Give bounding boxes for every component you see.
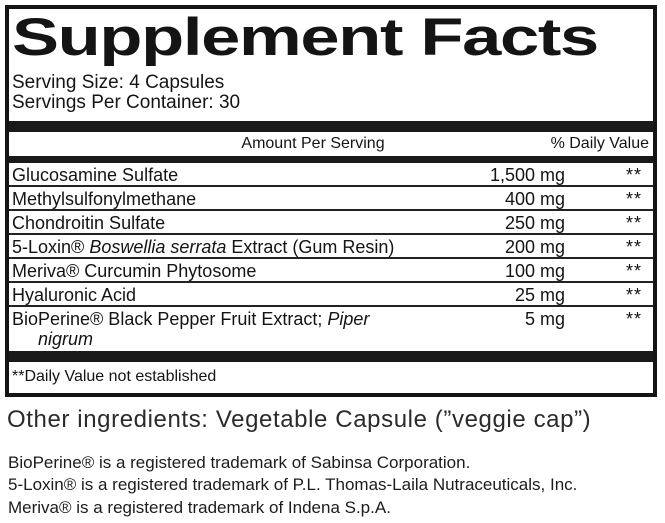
divider-bar-thick-top <box>9 121 653 132</box>
ingredient-amount: 400 mg <box>504 189 565 209</box>
ingredient-daily-value: ** <box>625 165 642 185</box>
ingredient-name: Glucosamine Sulfate <box>12 165 179 185</box>
ingredient-daily-value: ** <box>625 189 642 209</box>
table-row: BioPerine® Black Pepper Fruit Extract; P… <box>9 307 653 349</box>
ingredient-name: Methylsulfonylmethane <box>12 189 197 209</box>
ingredient-amount: 5 mg <box>524 309 565 329</box>
ingredient-daily-value: ** <box>625 213 642 233</box>
table-row: Glucosamine Sulfate 1,500 mg ** <box>9 163 653 187</box>
table-row: Chondroitin Sulfate 250 mg ** <box>9 211 653 235</box>
facts-rows: Glucosamine Sulfate 1,500 mg ** Methylsulfo… <box>9 163 653 349</box>
trademark-note-bioperine: BioPerine® is a registered trademark of … <box>8 453 471 472</box>
ingredient-daily-value: ** <box>625 237 642 257</box>
ingredient-name: Hyaluronic Acid <box>12 285 137 305</box>
ingredient-name: 5-Loxin® Boswellia serrata Extract (Gum … <box>12 237 395 257</box>
ingredient-amount: 100 mg <box>504 261 565 281</box>
table-header-row: Amount Per Serving % Daily Value <box>9 132 653 156</box>
servings-per-container: Servings Per Container: 30 <box>12 92 241 113</box>
trademark-note-meriva: Meriva® is a registered trademark of Ind… <box>8 497 391 517</box>
ingredient-amount: 1,500 mg <box>489 165 565 185</box>
ingredient-name: Chondroitin Sulfate <box>12 213 166 233</box>
ingredient-name: Meriva® Curcumin Phytosome <box>12 261 257 281</box>
serving-info: Serving Size: 4 Capsules Servings Per Co… <box>12 73 653 113</box>
ingredient-daily-value: ** <box>625 285 642 305</box>
table-row: Hyaluronic Acid 25 mg ** <box>9 283 653 307</box>
trademark-note-5loxin: 5-Loxin® is a registered trademark of P.… <box>8 475 578 495</box>
divider-bar-thick-bottom <box>9 351 653 362</box>
ingredient-amount: 25 mg <box>514 285 565 305</box>
serving-size: Serving Size: 4 Capsules <box>12 72 225 93</box>
ingredient-amount: 200 mg <box>504 237 565 257</box>
divider-bar-medium <box>9 156 653 163</box>
ingredient-daily-value: ** <box>625 261 642 281</box>
ingredient-amount: 250 mg <box>504 213 565 233</box>
other-ingredients-text: Other ingredients: Vegetable Capsule (”v… <box>7 406 592 433</box>
table-row: Meriva® Curcumin Phytosome 100 mg ** <box>9 259 653 283</box>
ingredient-daily-value: ** <box>625 309 642 329</box>
table-row: Methylsulfonylmethane 400 mg ** <box>9 187 653 211</box>
panel-title: Supplement Facts <box>12 8 599 67</box>
daily-value-footnote: **Daily Value not established <box>12 368 217 385</box>
supplement-facts-panel: Supplement Facts Serving Size: 4 Capsule… <box>5 5 657 397</box>
table-row: 5-Loxin® Boswellia serrata Extract (Gum … <box>9 235 653 259</box>
trademark-notes: BioPerine® is a registered trademark of … <box>8 452 577 519</box>
ingredient-name: BioPerine® Black Pepper Fruit Extract; P… <box>12 309 370 349</box>
column-header-amount: Amount Per Serving <box>241 135 385 152</box>
column-header-daily-value: % Daily Value <box>550 135 649 152</box>
